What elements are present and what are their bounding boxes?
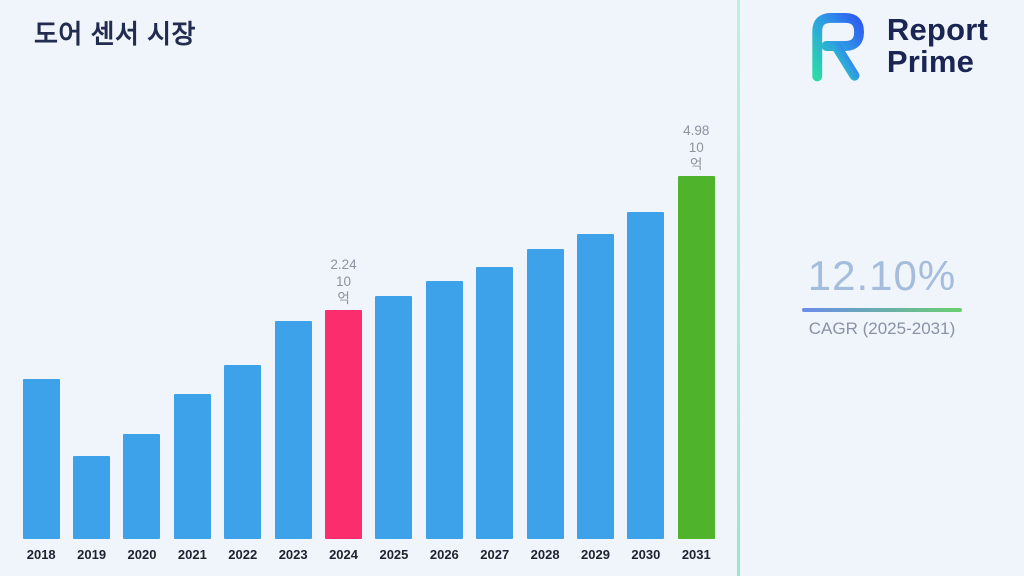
bar-cell-2029: 2029 [570, 176, 620, 562]
bar-chart: 2018 2019 2020 2021 2022 2023 2.24 10억 2024 2025… [16, 123, 722, 562]
bar-cell-2019: 2019 [66, 176, 116, 562]
x-axis-label-2018: 2018 [26, 547, 56, 562]
bar-2031: 4.98 10억 [677, 123, 715, 539]
bar-cell-2021: 2021 [167, 176, 217, 562]
x-axis-label-2021: 2021 [177, 547, 207, 562]
cagr-stat-block: 12.10% CAGR (2025-2031) [748, 252, 1016, 339]
bar-cell-2020: 2020 [117, 176, 167, 562]
x-axis-label-2026: 2026 [429, 547, 459, 562]
bar-cell-2028: 2028 [520, 176, 570, 562]
x-axis-label-2023: 2023 [278, 547, 308, 562]
bar-cell-2024: 2.24 10억 2024 [318, 176, 368, 562]
report-prime-logo-icon [799, 8, 875, 84]
bar-2022 [224, 365, 262, 539]
x-axis-label-2025: 2025 [379, 547, 409, 562]
x-axis-label-2030: 2030 [631, 547, 661, 562]
logo-word-report: Report [886, 12, 988, 48]
bars-row: 2018 2019 2020 2021 2022 2023 2.24 10억 2024 2025… [16, 123, 722, 562]
bar-cell-2030: 2030 [621, 176, 671, 562]
bar-cell-2031: 4.98 10억 2031 [671, 123, 721, 562]
cagr-value: 12.10% [807, 252, 957, 299]
bar-value-label-2024: 2.24 10억 [330, 257, 357, 306]
bar-2028 [526, 249, 564, 539]
bar-2027 [476, 267, 514, 539]
x-axis-label-2031: 2031 [681, 547, 711, 562]
logo-word-prime: Prime [886, 44, 975, 79]
bar-2023 [274, 321, 312, 539]
bar-cell-2018: 2018 [16, 176, 66, 562]
bar-2026 [425, 281, 463, 539]
bar-2020 [123, 434, 161, 539]
x-axis-label-2027: 2027 [480, 547, 510, 562]
bar-cell-2027: 2027 [470, 176, 520, 562]
bar-cell-2022: 2022 [218, 176, 268, 562]
cagr-underline [802, 308, 962, 312]
bar-cell-2023: 2023 [268, 176, 318, 562]
logo-wordmark: Report Prime [887, 14, 988, 77]
x-axis-label-2020: 2020 [127, 547, 157, 562]
bar-value-label-2031: 4.98 10억 [683, 123, 710, 172]
x-axis-label-2019: 2019 [77, 547, 107, 562]
bar-2029 [576, 234, 614, 539]
page-title: 도어 센서 시장 [34, 19, 196, 49]
x-axis-label-2022: 2022 [228, 547, 258, 562]
x-axis-label-2029: 2029 [581, 547, 610, 562]
report-prime-logo: Report Prime [799, 8, 988, 84]
panel-divider [737, 0, 740, 576]
bar-2021 [173, 394, 211, 539]
bar-2024: 2.24 10억 [325, 257, 363, 539]
x-axis-label-2028: 2028 [530, 547, 560, 562]
bar-2019 [73, 456, 111, 539]
cagr-label: CAGR (2025-2031) [808, 319, 956, 338]
bar-cell-2025: 2025 [369, 176, 419, 562]
bar-2018 [22, 379, 60, 539]
bar-cell-2026: 2026 [419, 176, 469, 562]
bar-2030 [627, 212, 665, 539]
bar-2025 [375, 296, 413, 539]
x-axis-label-2024: 2024 [329, 547, 358, 562]
